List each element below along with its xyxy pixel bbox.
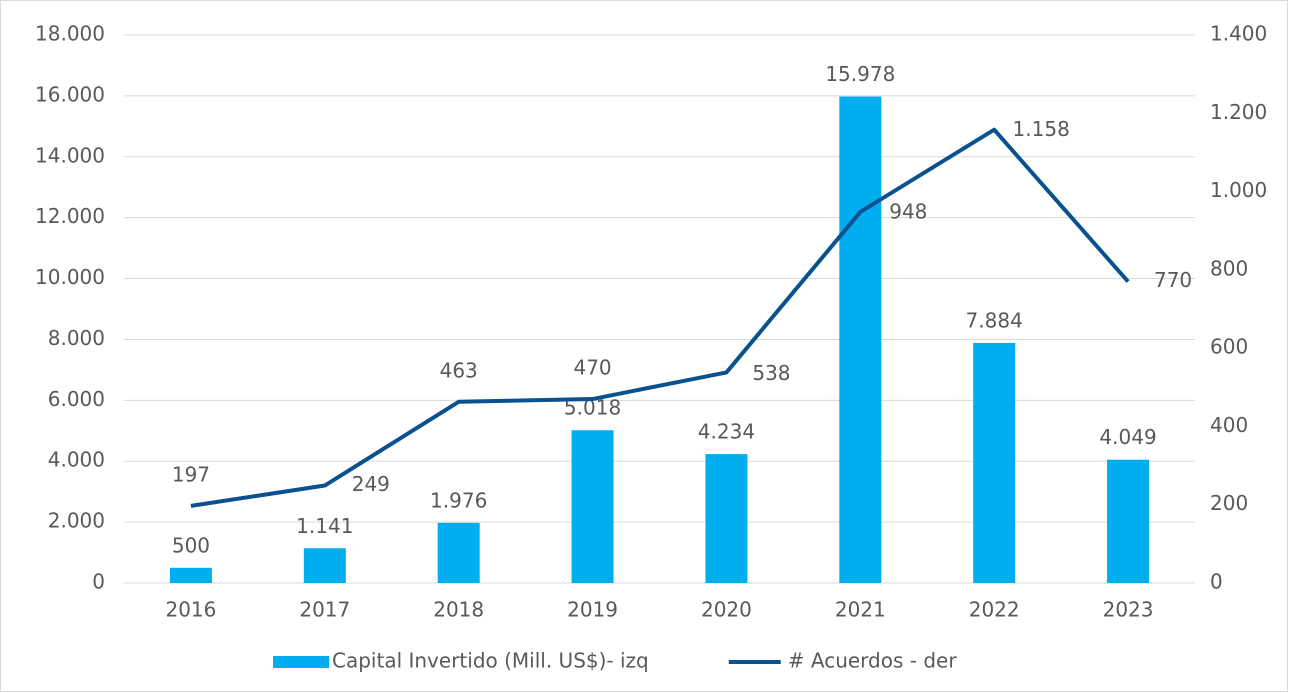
x-tick-label: 2022 (969, 598, 1020, 622)
y-tick-label: 0 (92, 570, 105, 594)
x-tick-label: 2018 (433, 598, 484, 622)
legend-label: # Acuerdos - der (788, 649, 958, 673)
data-label: 4.049 (1099, 425, 1156, 449)
x-tick-label: 2017 (299, 598, 350, 622)
bar (303, 548, 346, 583)
y2-tick-label: 200 (1210, 491, 1248, 515)
data-label: 249 (352, 472, 390, 496)
data-label: 4.234 (698, 420, 755, 444)
y2-tick-label: 800 (1210, 256, 1248, 280)
data-label: 15.978 (825, 62, 895, 86)
data-label: 463 (440, 358, 478, 382)
y-tick-label: 12.000 (35, 204, 105, 228)
y2-tick-label: 0 (1210, 570, 1223, 594)
bar (169, 567, 212, 583)
line (190, 127, 1130, 508)
data-label: 1.158 (1013, 117, 1070, 141)
y-tick-label: 18.000 (35, 22, 105, 46)
y2-tick-label: 1.200 (1210, 100, 1267, 124)
y-tick-label: 6.000 (48, 387, 105, 411)
x-tick-label: 2016 (165, 598, 216, 622)
data-label: 1.141 (296, 514, 353, 538)
y2-tick-label: 1.400 (1210, 22, 1267, 46)
y2-tick-label: 400 (1210, 413, 1248, 437)
data-label: 7.884 (966, 308, 1023, 332)
bar (437, 522, 480, 583)
y-tick-label: 8.000 (48, 326, 105, 350)
data-label: 770 (1154, 268, 1192, 292)
bar (1107, 459, 1150, 583)
bar (571, 430, 614, 583)
data-label: 500 (172, 533, 210, 557)
data-label: 470 (573, 356, 611, 380)
data-label: 197 (172, 462, 210, 486)
bar (839, 96, 882, 584)
y-tick-label: 4.000 (48, 448, 105, 472)
y2-tick-label: 600 (1210, 335, 1248, 359)
legend-swatch (273, 656, 329, 668)
data-label: 538 (752, 361, 790, 385)
x-tick-label: 2023 (1103, 598, 1154, 622)
bar (705, 454, 748, 583)
x-tick-label: 2020 (701, 598, 752, 622)
data-label: 1.976 (430, 488, 487, 512)
y-tick-label: 14.000 (35, 143, 105, 167)
y-tick-label: 2.000 (48, 509, 105, 533)
y-tick-label: 10.000 (35, 265, 105, 289)
y2-tick-label: 1.000 (1210, 178, 1267, 202)
bar (973, 342, 1016, 583)
y-tick-label: 16.000 (35, 82, 105, 106)
data-label: 948 (889, 199, 927, 223)
x-tick-label: 2021 (835, 598, 886, 622)
x-tick-label: 2019 (567, 598, 618, 622)
legend-label: Capital Invertido (Mill. US$)- izq (332, 649, 649, 673)
